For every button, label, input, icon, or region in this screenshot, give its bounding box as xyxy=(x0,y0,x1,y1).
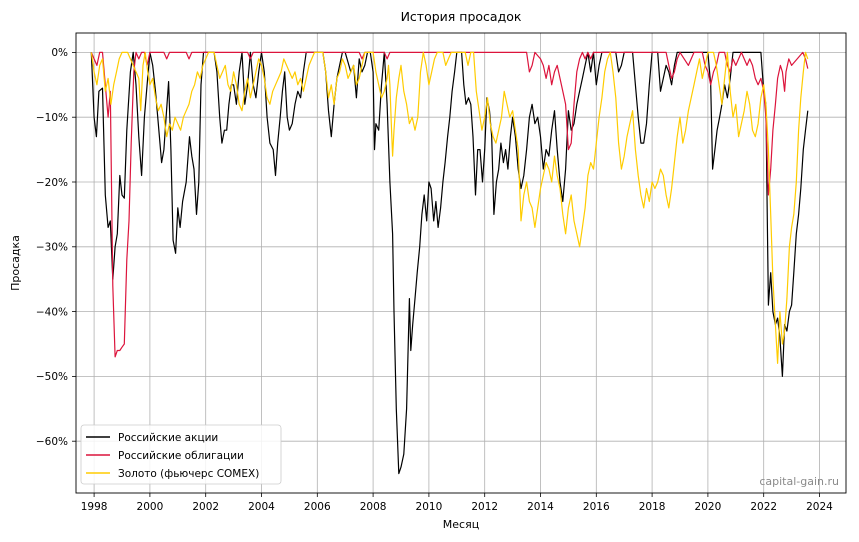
x-tick-label: 2022 xyxy=(750,501,777,513)
x-tick-label: 2016 xyxy=(583,501,610,513)
legend-box xyxy=(80,424,282,485)
plot-frame xyxy=(75,32,847,494)
x-tick-label: 2004 xyxy=(248,501,275,513)
series-line-0 xyxy=(90,51,809,475)
legend: Российские акции Российские облигации Золо… xyxy=(80,424,282,485)
y-tick-label: −30% xyxy=(36,242,68,254)
x-axis-label: Месяц xyxy=(443,518,479,531)
y-axis-label: Просадка xyxy=(9,235,22,291)
legend-label-1: Российские облигации xyxy=(118,450,244,462)
x-tick-label: 1998 xyxy=(81,501,108,513)
y-tick-label: 0% xyxy=(51,47,68,59)
watermark: capital-gain.ru xyxy=(759,475,839,488)
x-tick-label: 2000 xyxy=(137,501,164,513)
series-line-2 xyxy=(90,51,809,364)
x-tick-label: 2020 xyxy=(695,501,722,513)
x-tick-label: 2010 xyxy=(416,501,443,513)
series-lines xyxy=(90,51,809,475)
y-tick-label: −60% xyxy=(36,436,68,448)
y-tick-label: −20% xyxy=(36,177,68,189)
y-axis: 0% −10% −20% −30% −40% −50% −60% xyxy=(36,47,76,448)
legend-label-0: Российские акции xyxy=(118,432,218,444)
x-tick-label: 2018 xyxy=(639,501,666,513)
x-tick-label: 2008 xyxy=(360,501,387,513)
x-tick-label: 2014 xyxy=(527,501,554,513)
y-tick-label: −10% xyxy=(36,112,68,124)
x-tick-label: 2012 xyxy=(471,501,498,513)
y-tick-label: −40% xyxy=(36,306,68,318)
x-tick-label: 2006 xyxy=(304,501,331,513)
x-axis: 1998 2000 2002 2004 2006 2008 2010 2012 2014 2016… xyxy=(81,493,833,513)
x-tick-label: 2024 xyxy=(806,501,833,513)
legend-label-2: Золото (фьючерс COMEX) xyxy=(118,468,259,480)
y-tick-label: −50% xyxy=(36,371,68,383)
x-tick-label: 2002 xyxy=(192,501,219,513)
chart-title: История просадок xyxy=(401,9,522,24)
